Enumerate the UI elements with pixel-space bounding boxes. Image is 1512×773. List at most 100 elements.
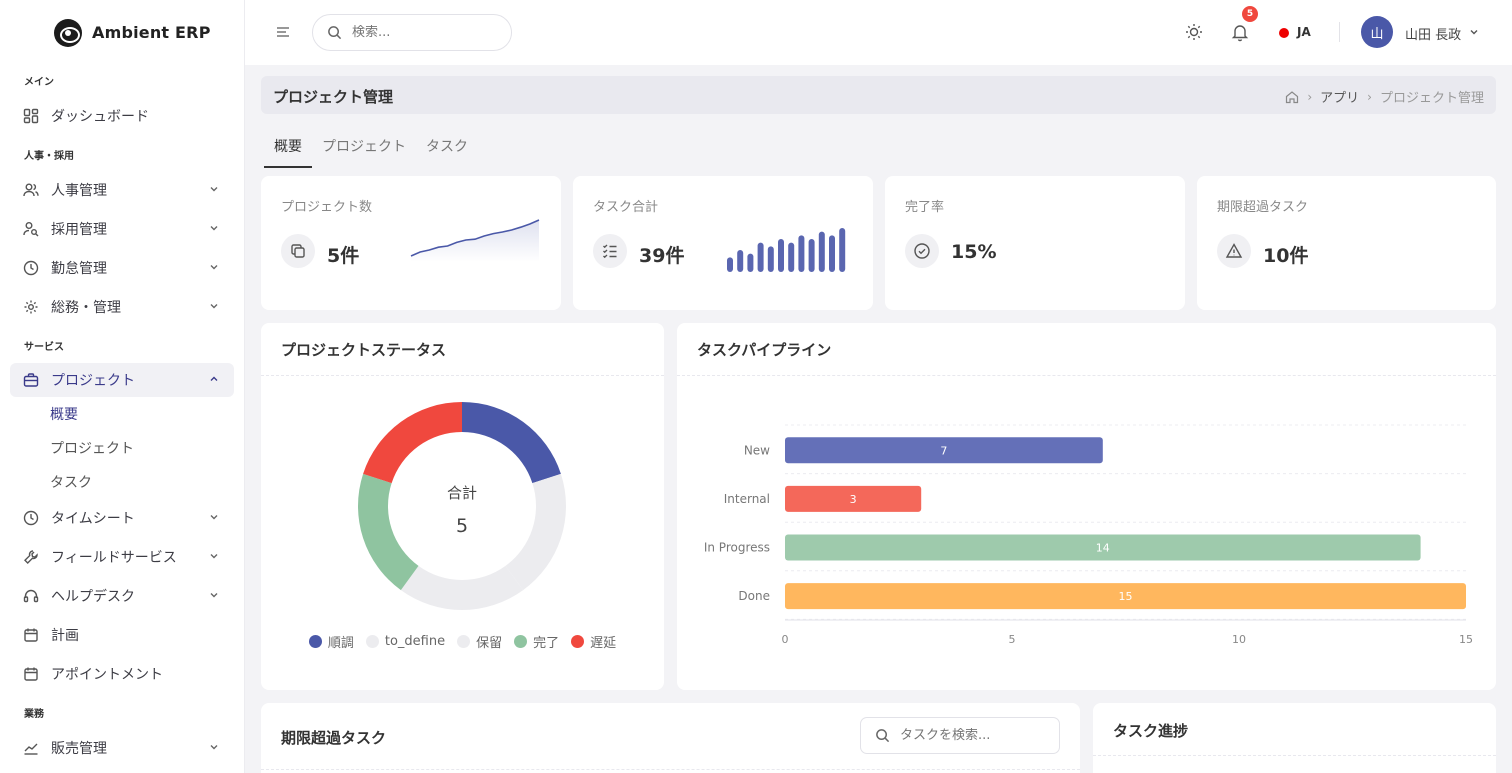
- sidebar-item-dashboard[interactable]: ダッシュボード: [10, 99, 234, 133]
- category-label: New: [744, 443, 770, 457]
- divider: [1339, 22, 1340, 42]
- mini-bar-chart: [727, 228, 846, 272]
- x-tick-label: 0: [782, 633, 789, 646]
- sidebar-item-label: ヘルプデスク: [51, 589, 135, 605]
- copy-icon: [281, 234, 315, 268]
- mini-bar: [767, 246, 774, 272]
- mini-bar: [727, 257, 733, 272]
- topbar: 5 JA 山 山田 長政: [245, 0, 1512, 65]
- sidebar-item-projects[interactable]: プロジェクト: [10, 363, 234, 397]
- overdue-tasks-card: 期限超過タスク: [261, 703, 1080, 773]
- list-check-icon: [593, 234, 627, 268]
- search-icon: [876, 729, 890, 743]
- sidebar-subitem-overview[interactable]: 概要: [50, 407, 78, 423]
- language-selector[interactable]: JA: [1297, 25, 1311, 39]
- sidebar-item-sales[interactable]: 販売管理: [10, 731, 234, 765]
- section-label-hr: 人事・採用: [24, 151, 74, 162]
- clock-icon: [23, 260, 39, 276]
- sidebar-item-planning[interactable]: 計画: [10, 618, 234, 652]
- sidebar-item-label: 総務・管理: [51, 300, 121, 316]
- avatar[interactable]: 山: [1361, 16, 1393, 48]
- home-icon[interactable]: [1285, 90, 1299, 104]
- sidebar-item-appointments[interactable]: アポイントメント: [10, 657, 234, 691]
- stat-value: 10件: [1263, 245, 1309, 267]
- users-icon: [23, 182, 39, 198]
- bar: [785, 534, 1421, 561]
- chevron-down-icon: [210, 554, 218, 559]
- sidebar-item-label: フィールドサービス: [51, 550, 177, 566]
- app-name: Ambient ERP: [92, 23, 211, 42]
- search-input[interactable]: [352, 25, 472, 40]
- task-pipeline-card: タスクパイプライン New 7 Internal 3 In Progress 14 Done…: [677, 323, 1496, 690]
- pipeline-bar-chart: New 7 Internal 3 In Progress 14 Done 15 0 5 10 15: [704, 424, 1473, 646]
- task-search-input[interactable]: [900, 728, 1050, 743]
- sidebar-item-helpdesk[interactable]: ヘルプデスク: [10, 579, 234, 613]
- page-title: プロジェクト管理: [273, 88, 394, 106]
- bar-value-label: 15: [1119, 590, 1133, 603]
- tab-tasks[interactable]: タスク: [426, 139, 468, 155]
- theme-toggle-icon[interactable]: [1184, 22, 1204, 42]
- sidebar-item-field-service[interactable]: フィールドサービス: [10, 540, 234, 574]
- sidebar-subitem-tasks[interactable]: タスク: [50, 475, 92, 491]
- legend-item[interactable]: to_define: [365, 632, 446, 651]
- mini-bar: [788, 242, 795, 272]
- sidebar-item-hr[interactable]: 人事管理: [10, 173, 234, 207]
- donut-center-value: 5: [456, 515, 468, 537]
- legend-item[interactable]: 完了: [514, 632, 559, 651]
- bell-icon[interactable]: [1230, 22, 1250, 42]
- stat-label: タスク合計: [593, 200, 659, 215]
- x-tick-label: 15: [1459, 633, 1473, 646]
- user-name[interactable]: 山田 長政: [1405, 28, 1462, 43]
- legend-label: to_define: [384, 634, 446, 649]
- project-status-card: プロジェクトステータス 合計 5 順調 to_define 保留 完了 遅延: [261, 323, 664, 690]
- legend-label: 完了: [533, 636, 560, 651]
- divider: [261, 375, 664, 376]
- mini-bar: [778, 239, 784, 272]
- page-header: プロジェクト管理 › アプリ › プロジェクト管理: [261, 76, 1496, 114]
- tab-projects[interactable]: プロジェクト: [322, 139, 406, 155]
- legend-item[interactable]: 遅延: [571, 632, 616, 651]
- sidebar-item-label: アポイントメント: [51, 667, 163, 683]
- stat-card-projects: プロジェクト数 5件: [261, 176, 561, 310]
- sidebar-item-label: 人事管理: [51, 183, 107, 199]
- section-label-operations: 業務: [24, 709, 44, 720]
- bar-value-label: 7: [940, 444, 947, 457]
- donut-slice: [505, 473, 566, 591]
- chart-legend: 順調 to_define 保留 完了 遅延: [261, 632, 664, 651]
- mini-bar: [818, 231, 825, 272]
- section-label-main: メイン: [24, 77, 54, 88]
- stat-label: プロジェクト数: [281, 200, 373, 215]
- chevron-down-icon[interactable]: [1468, 26, 1480, 38]
- legend-label: 遅延: [590, 636, 617, 651]
- donut-chart: 合計 5: [358, 402, 566, 610]
- sidebar-subitem-projects[interactable]: プロジェクト: [50, 441, 134, 457]
- menu-toggle-icon[interactable]: [276, 25, 290, 39]
- divider: [261, 769, 1080, 770]
- stat-value: 39件: [639, 245, 685, 267]
- logo-icon: [54, 18, 82, 47]
- tab-overview[interactable]: 概要: [264, 136, 312, 168]
- global-search[interactable]: [312, 14, 512, 51]
- legend-item[interactable]: 順調: [308, 632, 354, 651]
- legend-item[interactable]: 保留: [457, 632, 502, 651]
- sidebar-item-label: タイムシート: [51, 511, 135, 527]
- sidebar-item-admin[interactable]: 総務・管理: [10, 290, 234, 324]
- task-progress-card: タスク進捗: [1093, 703, 1496, 773]
- legend-swatch: [457, 635, 471, 648]
- mini-bar: [829, 235, 835, 272]
- legend-swatch: [365, 635, 379, 648]
- sidebar-item-recruiting[interactable]: 採用管理: [10, 212, 234, 246]
- notification-badge: 5: [1242, 6, 1258, 22]
- sparkline-chart: [410, 219, 540, 262]
- task-search[interactable]: [860, 717, 1060, 754]
- app-logo[interactable]: Ambient ERP: [0, 0, 244, 65]
- sidebar-item-attendance[interactable]: 勤怠管理: [10, 251, 234, 285]
- category-label: Internal: [724, 492, 770, 506]
- sidebar-item-timesheet[interactable]: タイムシート: [10, 501, 234, 535]
- chevron-down-icon: [210, 515, 218, 520]
- card-title: タスク進捗: [1113, 722, 1189, 740]
- donut-slice: [358, 473, 419, 591]
- user-search-icon: [23, 221, 39, 237]
- breadcrumb-item-apps[interactable]: アプリ: [1320, 91, 1360, 106]
- divider: [677, 375, 1496, 376]
